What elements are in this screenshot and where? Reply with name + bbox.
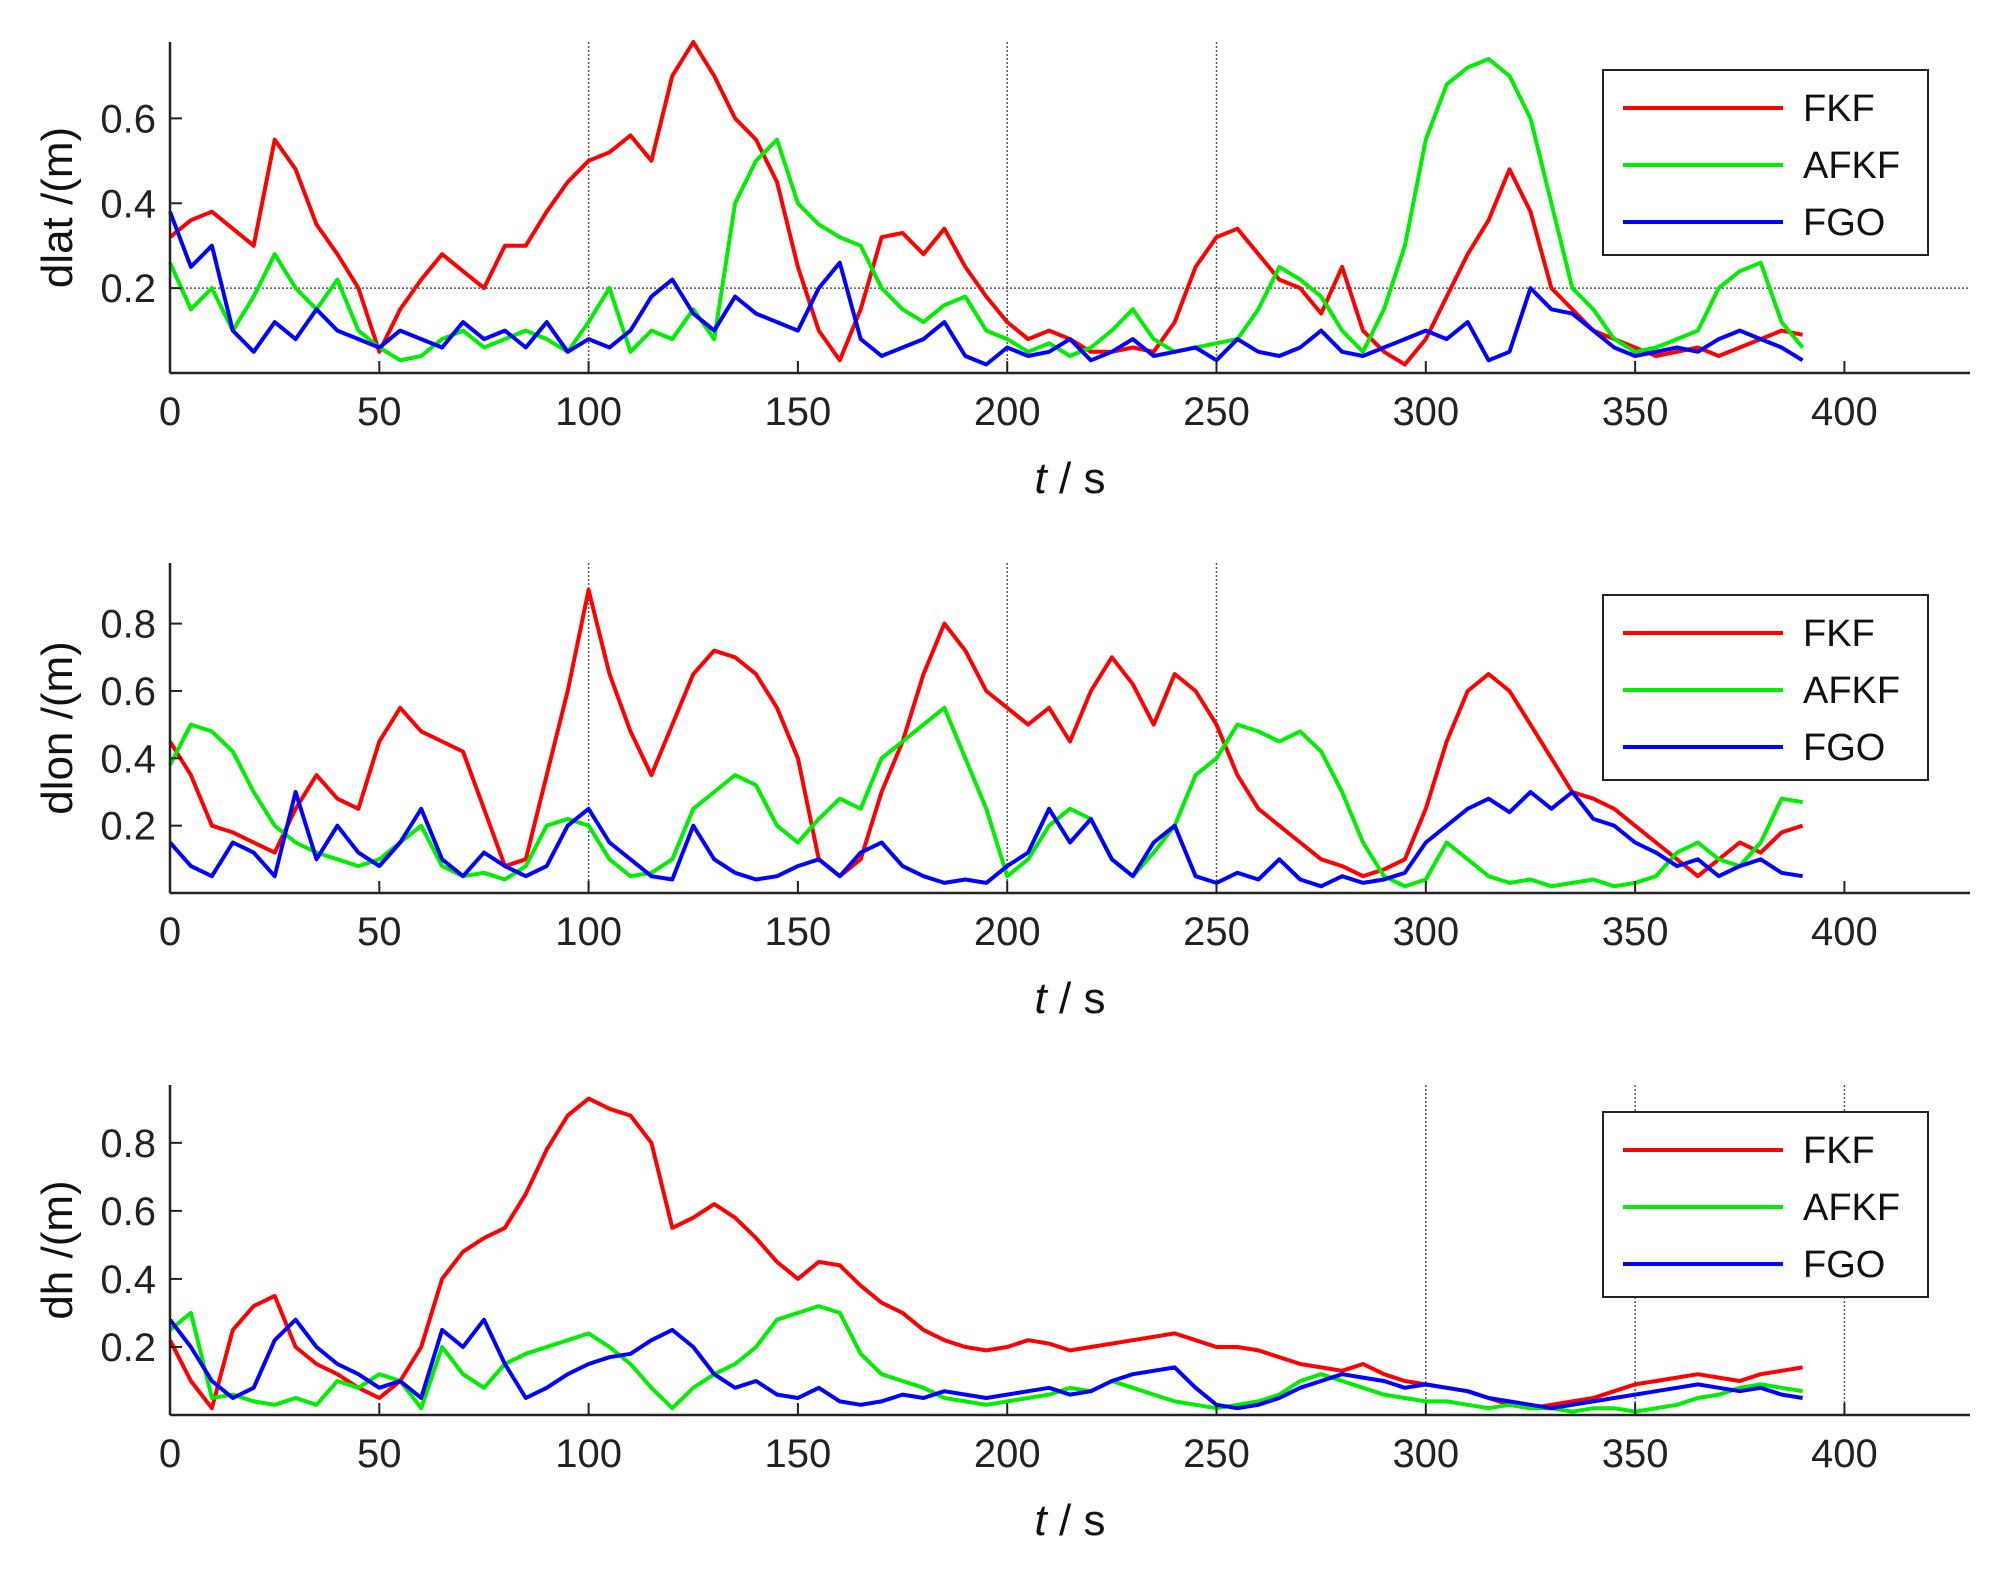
x-axis-label: t / s	[1035, 1496, 1106, 1545]
y-tick-label: 0.6	[100, 97, 156, 141]
y-axis-label: dlat /(m)	[33, 127, 82, 288]
y-tick-label: 0.4	[100, 182, 156, 226]
legend-label-afkf: AFKF	[1803, 670, 1900, 712]
series-afkf-line	[168, 57, 1805, 363]
y-tick-label: 0.2	[100, 1326, 156, 1370]
x-tick-label: 50	[357, 390, 402, 434]
y-tick-label: 0.2	[100, 267, 156, 311]
y-tick-label: 0.2	[100, 805, 156, 849]
x-tick-label: 0	[159, 390, 181, 434]
x-tick-label: 50	[357, 1432, 402, 1476]
y-tick-label: 0.6	[100, 1190, 156, 1234]
x-tick-label: 250	[1183, 910, 1250, 954]
x-tick-label: 0	[159, 910, 181, 954]
x-axis-label-variable: t	[1035, 1496, 1049, 1545]
y-tick-label: 0.4	[100, 1258, 156, 1302]
legend-label-fkf: FKF	[1803, 613, 1875, 655]
x-tick-label: 400	[1811, 1432, 1878, 1476]
legend-box	[1602, 1111, 1929, 1298]
series-fkf-line	[168, 587, 1804, 879]
x-axis-label-variable: t	[1035, 454, 1049, 503]
x-tick-label: 100	[555, 390, 622, 434]
legend-label-afkf: AFKF	[1803, 1187, 1900, 1229]
x-tick-label: 350	[1602, 910, 1669, 954]
x-axis-label-unit: / s	[1047, 1496, 1106, 1545]
y-tick-label: 0.4	[100, 737, 156, 781]
x-tick-label: 250	[1183, 390, 1250, 434]
legend-label-fkf: FKF	[1803, 88, 1875, 130]
x-axis-label-unit: / s	[1047, 974, 1106, 1023]
x-tick-label: 150	[765, 390, 832, 434]
x-tick-label: 350	[1602, 1432, 1669, 1476]
x-tick-label: 200	[974, 1432, 1041, 1476]
panel-dlat: 0 50 100 150 200 250 300 350 400 0.2 0.4 0.6 t / s dl…	[33, 40, 1970, 503]
y-tick-label: 0.6	[100, 670, 156, 714]
x-tick-label: 400	[1811, 910, 1878, 954]
legend-label-fgo: FGO	[1803, 1244, 1885, 1286]
x-tick-label: 200	[974, 910, 1041, 954]
legend-label-fkf: FKF	[1803, 1130, 1875, 1172]
y-tick-label: 0.8	[100, 1122, 156, 1166]
series-afkf-line	[168, 1304, 1803, 1414]
x-tick-label: 100	[555, 1432, 622, 1476]
x-tick-label: 0	[159, 1432, 181, 1476]
x-axis-label-variable: t	[1035, 974, 1049, 1023]
x-tick-label: 100	[555, 910, 622, 954]
y-axis-label: dlon /(m)	[33, 641, 82, 815]
x-tick-label: 300	[1392, 390, 1459, 434]
legend-box	[1602, 69, 1929, 256]
panel-dh: 0 50 100 150 200 250 300 350 400 0.2 0.4 0.6 0.8 t / …	[33, 1085, 1970, 1545]
series-fkf-line	[168, 1096, 1803, 1411]
x-tick-label: 350	[1602, 390, 1669, 434]
series-afkf-line	[168, 705, 1803, 889]
x-tick-label: 250	[1183, 1432, 1250, 1476]
x-axis-label: t / s	[1035, 974, 1106, 1023]
x-tick-label: 50	[357, 910, 402, 954]
legend-label-fgo: FGO	[1803, 202, 1885, 244]
x-axis-label-unit: / s	[1047, 454, 1106, 503]
panel-dlon: 0 50 100 150 200 250 300 350 400 0.2 0.4 0.6 0.8 t / …	[33, 563, 1970, 1023]
y-tick-label: 0.8	[100, 603, 156, 647]
legend-label-afkf: AFKF	[1803, 145, 1900, 187]
x-tick-label: 300	[1392, 1432, 1459, 1476]
y-axis-label: dh /(m)	[33, 1180, 82, 1319]
x-tick-label: 150	[765, 910, 832, 954]
x-tick-label: 300	[1392, 910, 1459, 954]
x-tick-label: 400	[1811, 390, 1878, 434]
series-fkf-line	[168, 40, 1803, 367]
legend-box	[1602, 594, 1929, 781]
legend-label-fgo: FGO	[1803, 727, 1885, 769]
x-axis-label: t / s	[1035, 454, 1106, 503]
x-tick-label: 150	[765, 1432, 832, 1476]
series-fgo-line	[168, 210, 1804, 367]
series-fgo-line	[168, 790, 1803, 889]
series-fgo-line	[168, 1317, 1803, 1411]
x-tick-label: 200	[974, 390, 1041, 434]
